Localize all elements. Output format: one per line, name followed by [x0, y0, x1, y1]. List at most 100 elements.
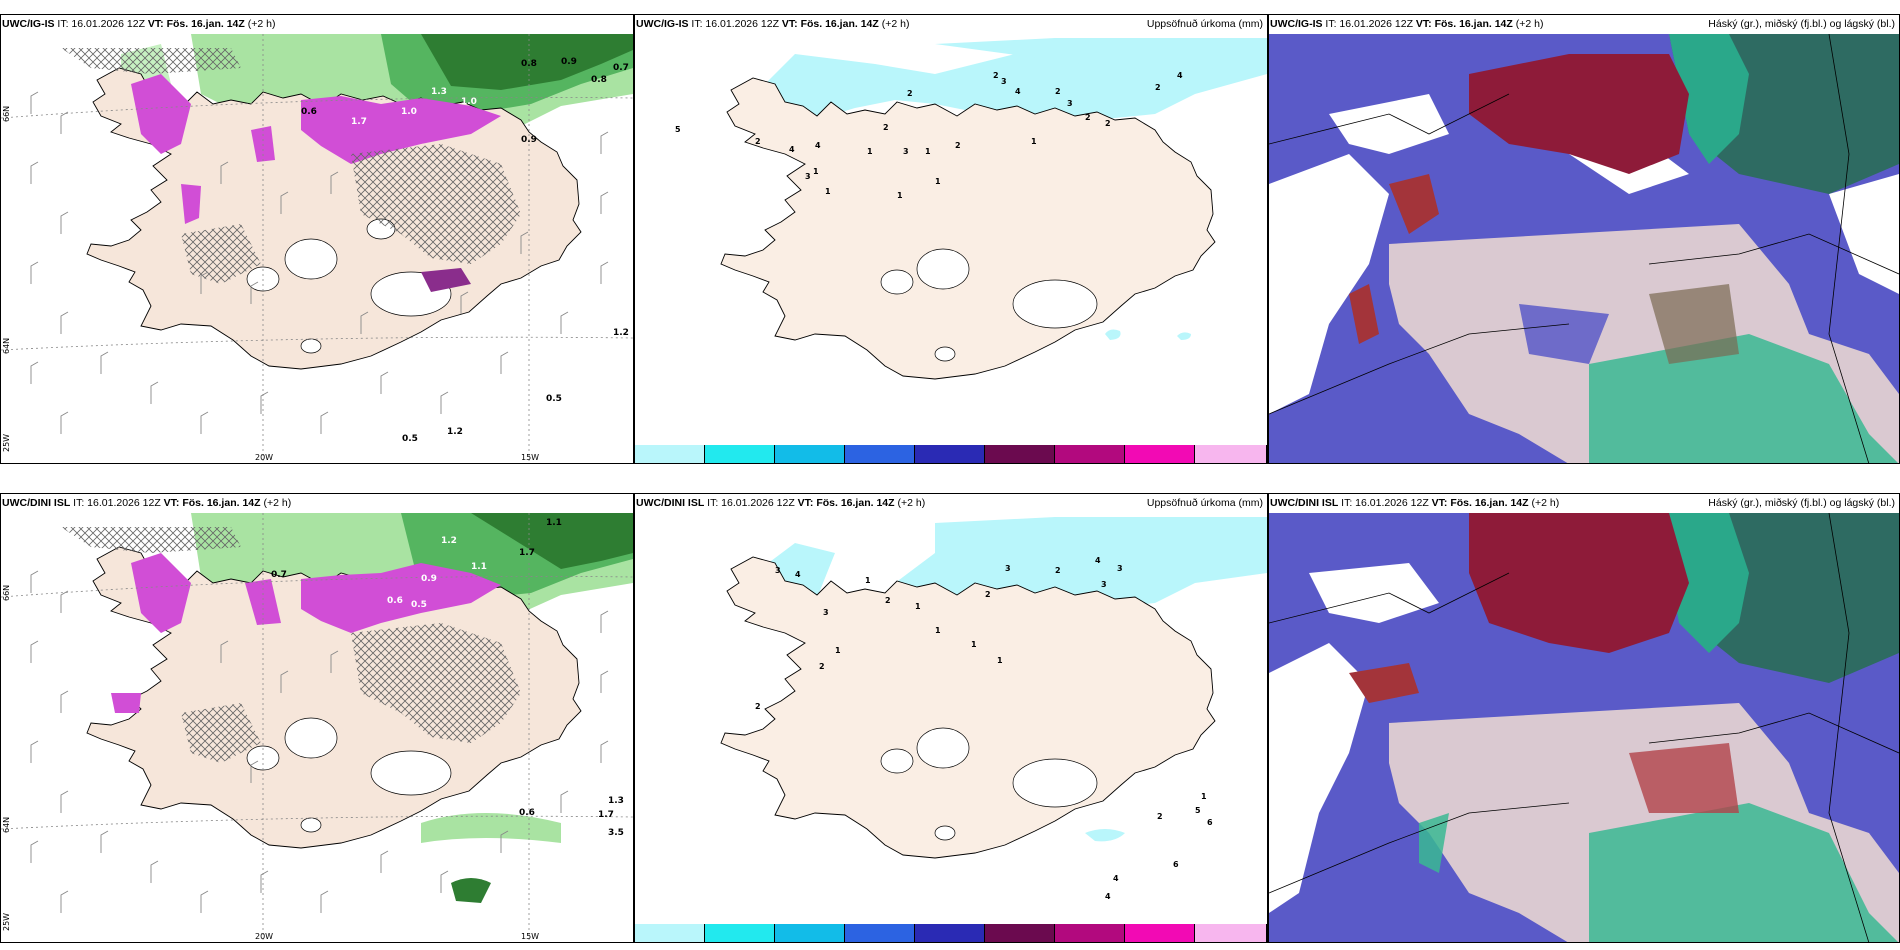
- panel-variable: Háský (gr.), miðský (fj.bl.) og lágský (…: [1708, 497, 1895, 509]
- precip-label: 2: [955, 141, 961, 150]
- colorbar-swatch: [775, 924, 845, 942]
- lon-tick: 20W: [255, 932, 273, 941]
- precip-label: 2: [1105, 119, 1111, 128]
- precip-label: 3: [1005, 564, 1011, 573]
- precip-label: 2: [885, 596, 891, 605]
- precip-label: 4: [1113, 874, 1119, 883]
- snow-label: 1.0: [461, 97, 477, 107]
- snow-label: 0.6: [519, 808, 535, 818]
- colorbar-label: 10: [706, 463, 715, 464]
- snow-label: 1.3: [431, 87, 447, 97]
- cloud-map: [1269, 34, 1899, 463]
- panel-header: UWC/IG-IS IT: 16.01.2026 12Z VT: Fös. 16…: [2, 18, 276, 30]
- colorbar-label: 400: [1196, 942, 1210, 943]
- colorbar-label: 50: [846, 942, 855, 943]
- snow-label: 0.5: [402, 434, 418, 444]
- colorbar-label: 25: [776, 942, 785, 943]
- colorbar-swatch: [635, 445, 705, 463]
- snow-label: 0.9: [561, 57, 577, 67]
- precip-label: 2: [755, 137, 761, 146]
- colorbar-swatch: [1055, 445, 1125, 463]
- snow-label: 1.1: [471, 562, 487, 572]
- panel-variable: Háský (gr.), miðský (fj.bl.) og lágský (…: [1708, 18, 1895, 30]
- wind-map: 1.1 1.7 1.2 1.1 0.7 0.5 0.6 1.3 1.7 3.5 …: [1, 513, 633, 942]
- precip-label: 1: [971, 640, 977, 649]
- lat-tick: 25W: [2, 434, 11, 452]
- precip-label: 1: [1031, 137, 1037, 146]
- panel-header: UWC/DINI ISL IT: 16.01.2026 12Z VT: Fös.…: [636, 494, 1263, 512]
- precip-map-top: UWC/IG-IS IT: 16.01.2026 12Z VT: Fös. 16…: [634, 14, 1268, 464]
- snow-label: 1.2: [441, 536, 457, 546]
- colorbar-label: 100: [986, 463, 1000, 464]
- colorbar-swatch: [705, 445, 775, 463]
- precip-label: 5: [675, 125, 681, 134]
- precip-label: 3: [805, 172, 811, 181]
- precip-label: 1: [1201, 792, 1207, 801]
- panel-variable: Uppsöfnuð úrkoma (mm): [1146, 497, 1263, 509]
- precip-colorbar: 1 10 25 50 75 100 150 200 400: [635, 445, 1267, 463]
- snow-label: 1.7: [519, 548, 535, 558]
- snow-label: 0.7: [613, 63, 629, 73]
- snow-label: 0.6: [301, 107, 317, 117]
- snow-label: 0.5: [546, 394, 562, 404]
- wind-snow-map-bottom: UWC/DINI ISL IT: 16.01.2026 12Z VT: Fös.…: [0, 493, 634, 943]
- precip-label: 3: [1001, 77, 1007, 86]
- wind-map: 0.8 0.9 1.0 0.7 1.0 0.8 1.3 1.7 0.6 0.5 …: [1, 34, 633, 463]
- colorbar-swatch: [1125, 924, 1195, 942]
- colorbar-swatch: [1055, 924, 1125, 942]
- precip-label: 3: [1117, 564, 1123, 573]
- precip-label: 1: [925, 147, 931, 156]
- precip-label: 1: [915, 602, 921, 611]
- lon-tick: 20W: [255, 453, 273, 462]
- precip-label: 2: [1055, 87, 1061, 96]
- precip-colorbar: 1 10 25 50 75 100 150 200 400: [635, 924, 1267, 942]
- colorbar-swatch: [1195, 445, 1267, 463]
- lat-tick: 64N: [2, 817, 11, 833]
- snow-label: 1.2: [447, 427, 463, 437]
- panel-header: UWC/IG-IS IT: 16.01.2026 12Z VT: Fös. 16…: [636, 15, 1263, 33]
- snow-label: 1.3: [608, 796, 624, 806]
- colorbar-label: 400: [1196, 463, 1210, 464]
- precip-map: 1 2 3 4 3 1 2 3 2 4 3 3 1 2 1 1 2 1 2 5 …: [720, 517, 1267, 901]
- precip-label: 3: [1101, 580, 1107, 589]
- precip-label: 1: [813, 167, 819, 176]
- snow-label: 1.0: [401, 107, 417, 117]
- snow-label: 0.8: [591, 75, 607, 85]
- lat-tick: 25W: [2, 913, 11, 931]
- precip-label: 2: [1055, 566, 1061, 575]
- colorbar-label: 10: [706, 942, 715, 943]
- precip-label: 4: [789, 145, 795, 154]
- precip-label: 2: [1085, 113, 1091, 122]
- precip-label: 1: [867, 147, 873, 156]
- colorbar-swatch: [1125, 445, 1195, 463]
- colorbar-swatch: [705, 924, 775, 942]
- colorbar-swatch: [845, 924, 915, 942]
- colorbar-swatch: [915, 445, 985, 463]
- precip-label: 6: [1173, 860, 1179, 869]
- precip-label: 2: [819, 662, 825, 671]
- snow-label: 0.8: [521, 59, 537, 69]
- precip-map: 1 2 3 4 5 1 2 1 3 4 2 2 3 1 1 1 4 2 3 2 …: [675, 38, 1267, 380]
- precip-label: 1: [935, 626, 941, 635]
- precip-label: 4: [795, 570, 801, 579]
- colorbar-label: 100: [986, 942, 1000, 943]
- precip-label: 3: [1067, 99, 1073, 108]
- precip-label: 2: [1155, 83, 1161, 92]
- precip-label: 4: [1015, 87, 1021, 96]
- precip-label: 3: [823, 608, 829, 617]
- colorbar-label: 200: [1126, 463, 1140, 464]
- precip-label: 5: [1195, 806, 1201, 815]
- snow-label: 1.7: [598, 810, 614, 820]
- precip-label: 4: [1095, 556, 1101, 565]
- panel-variable: Uppsöfnuð úrkoma (mm): [1146, 18, 1263, 30]
- precip-label: 2: [907, 89, 913, 98]
- colorbar-swatch: [915, 924, 985, 942]
- snow-label: 1.7: [351, 117, 367, 127]
- precip-label: 1: [865, 576, 871, 585]
- cloud-map-top: UWC/IG-IS IT: 16.01.2026 12Z VT: Fös. 16…: [1268, 14, 1900, 464]
- colorbar-label: 75: [916, 463, 925, 464]
- lon-tick: 15W: [521, 932, 539, 941]
- snow-label: 1.1: [546, 518, 562, 528]
- precip-label: 1: [897, 191, 903, 200]
- snow-label: 0.9: [421, 574, 437, 584]
